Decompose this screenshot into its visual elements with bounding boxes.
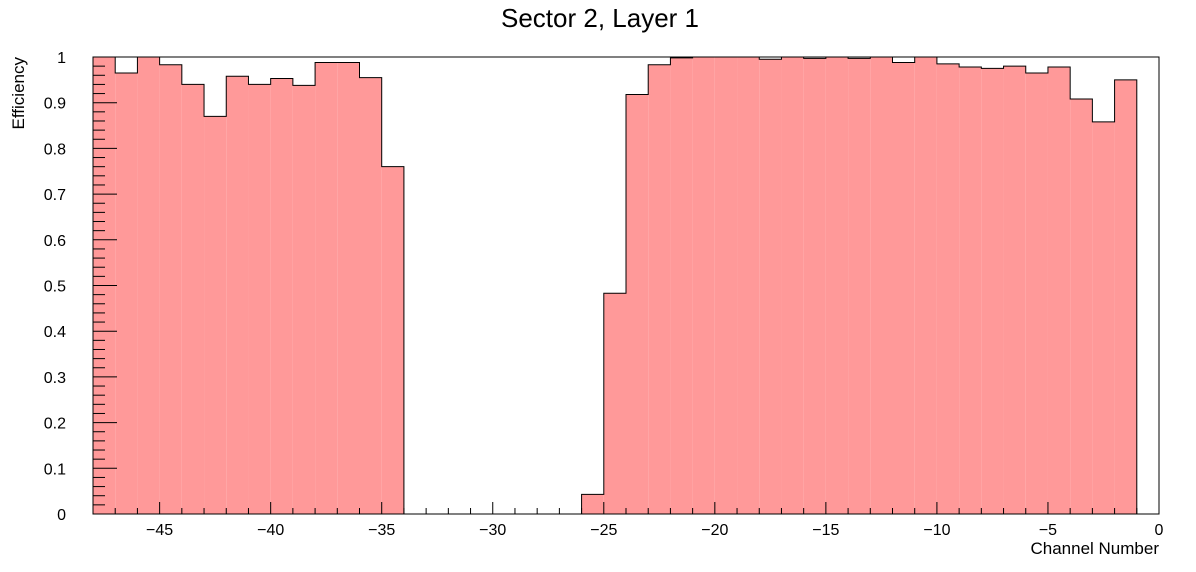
x-tick-label: −5 [1039,522,1057,539]
histogram-outline [92,56,1138,515]
histogram-bar [1114,79,1137,514]
histogram-bar [714,57,738,514]
x-tick-label: −45 [146,522,173,539]
x-tick-label: −30 [479,522,506,539]
y-tick-label: 0.8 [44,141,66,158]
x-tick-label: 0 [1155,522,1164,539]
histogram-bar [359,77,382,514]
histogram-bar [226,76,249,514]
histogram-bar [137,57,160,514]
histogram-bar [670,57,693,514]
y-tick-label: 0.2 [44,416,66,433]
chart-title: Sector 2, Layer 1 [501,3,699,33]
histogram-bar [803,58,826,514]
y-tick-label: 0.6 [44,233,66,250]
histogram-bar [381,166,404,514]
histogram-bar [914,57,937,514]
histogram-bar [1047,67,1071,514]
x-tick-label: −35 [368,522,395,539]
histogram-bar [692,57,715,514]
histogram-bar [1070,99,1093,514]
histogram-bar [825,57,849,514]
histogram-bar [848,58,871,514]
histogram-bar [315,62,338,514]
histogram-bar [1092,121,1115,515]
y-axis-label: Efficiency [9,57,28,130]
histogram-bar [337,62,360,514]
y-tick-label: 0.9 [44,96,66,113]
histogram-bar [1025,72,1048,515]
histogram-bar [781,57,804,514]
histogram-bars [93,57,1137,515]
y-tick-label: 0.3 [44,370,66,387]
axis-ticks [92,56,1160,515]
histogram-bar [892,62,915,514]
histogram-bar [292,85,316,515]
y-tick-label: 0.7 [44,187,66,204]
histogram-bar [648,64,671,515]
histogram-bar [626,94,649,514]
x-tick-label: −20 [701,522,728,539]
y-tick-label: 0.5 [44,279,66,296]
histogram-bar [248,84,271,515]
y-tick-label: 1 [57,50,66,67]
histogram-bar [759,59,782,514]
histogram-bar [1003,66,1026,514]
y-tick-label: 0 [57,507,66,524]
histogram-bar [115,72,138,515]
histogram-bar [737,57,760,514]
x-tick-label: −40 [257,522,284,539]
histogram-bar [981,68,1004,515]
x-tick-label: −25 [590,522,617,539]
histogram-bar [181,84,205,515]
histogram-bar [270,78,293,514]
histogram-bar [936,63,960,514]
histogram-bar [159,64,182,515]
x-tick-label: −10 [923,522,950,539]
histogram-bar [581,494,604,514]
y-tick-label: 0.1 [44,461,66,478]
histogram-bar [959,67,982,514]
histogram-bar [204,116,227,514]
histogram-bar [870,57,893,514]
y-tick-label: 0.4 [44,324,66,341]
x-tick-label: −15 [812,522,839,539]
axis-tick-labels: −45 −40 −35 −30 −25 −20 −15 −10 −5 0 0 0.1 0.2 0.3 0.4… [44,50,1164,539]
histogram-bar [603,293,626,514]
x-axis-label: Channel Number [1030,539,1159,558]
